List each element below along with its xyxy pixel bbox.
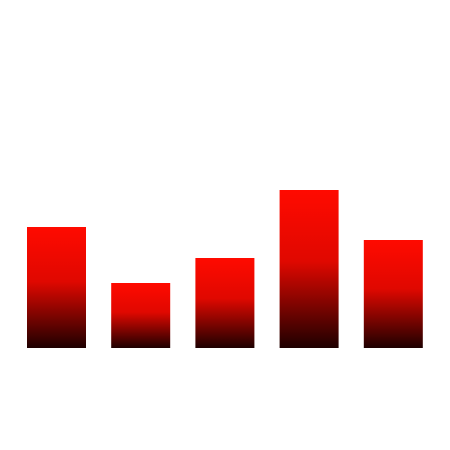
bar-2 bbox=[111, 283, 171, 348]
bar-5 bbox=[363, 240, 423, 348]
bar-1 bbox=[27, 227, 86, 348]
bars-group bbox=[27, 190, 423, 348]
bar-3 bbox=[195, 258, 255, 348]
bar-4 bbox=[279, 190, 339, 348]
